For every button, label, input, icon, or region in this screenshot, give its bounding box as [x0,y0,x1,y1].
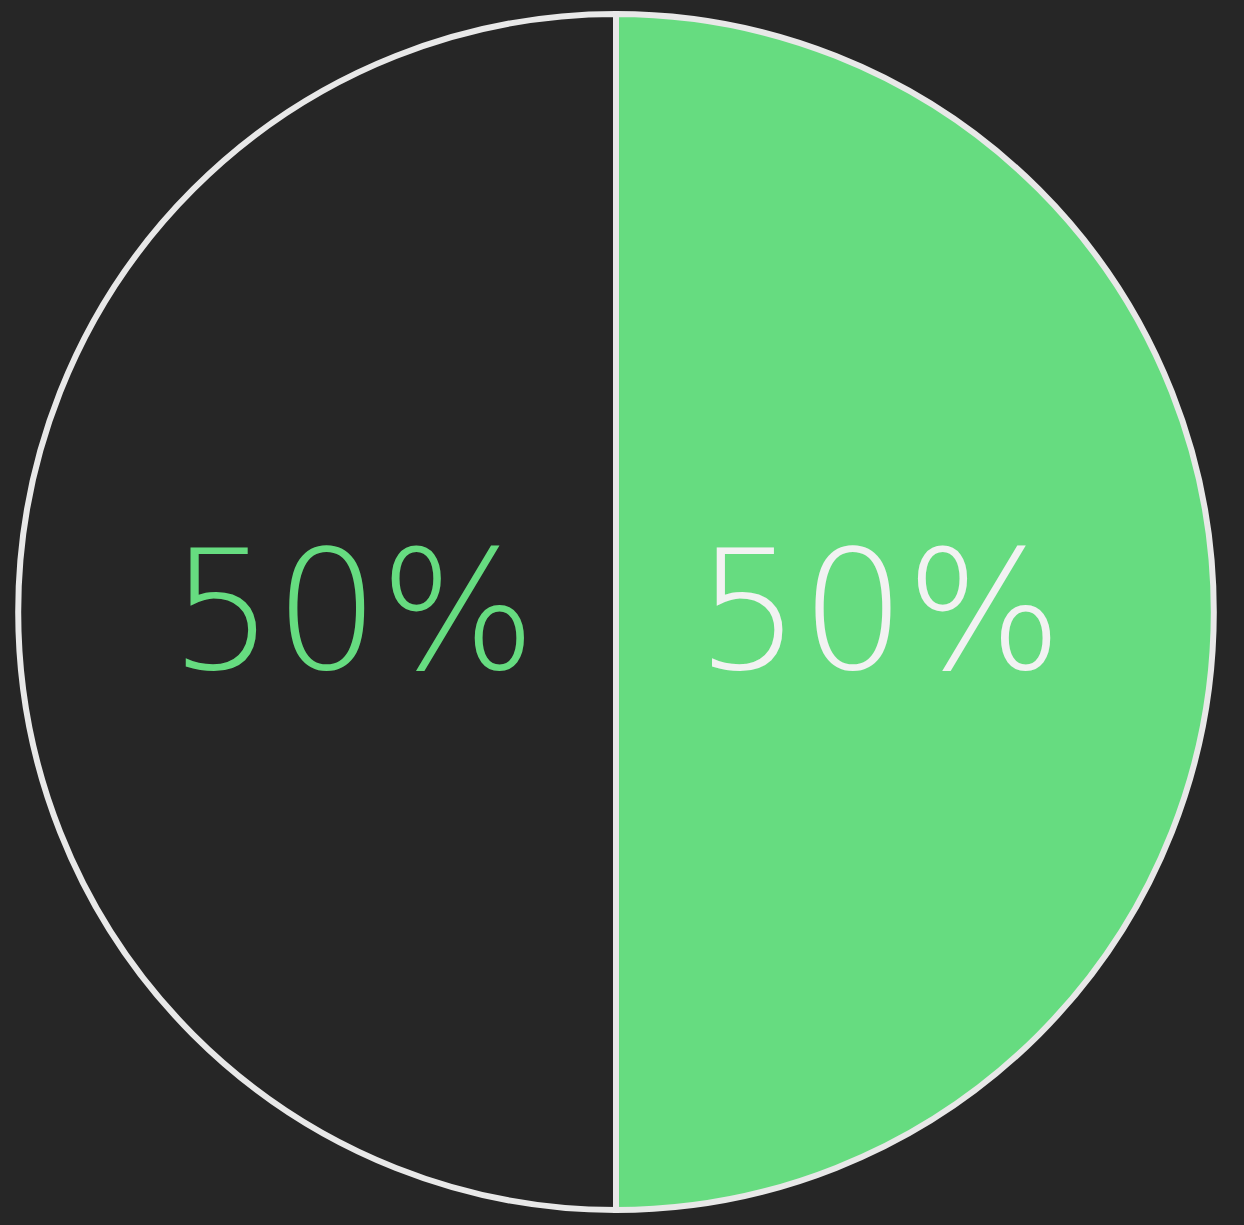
svg-text:50%: 50% [696,516,1063,708]
svg-text:50%: 50% [170,516,537,708]
